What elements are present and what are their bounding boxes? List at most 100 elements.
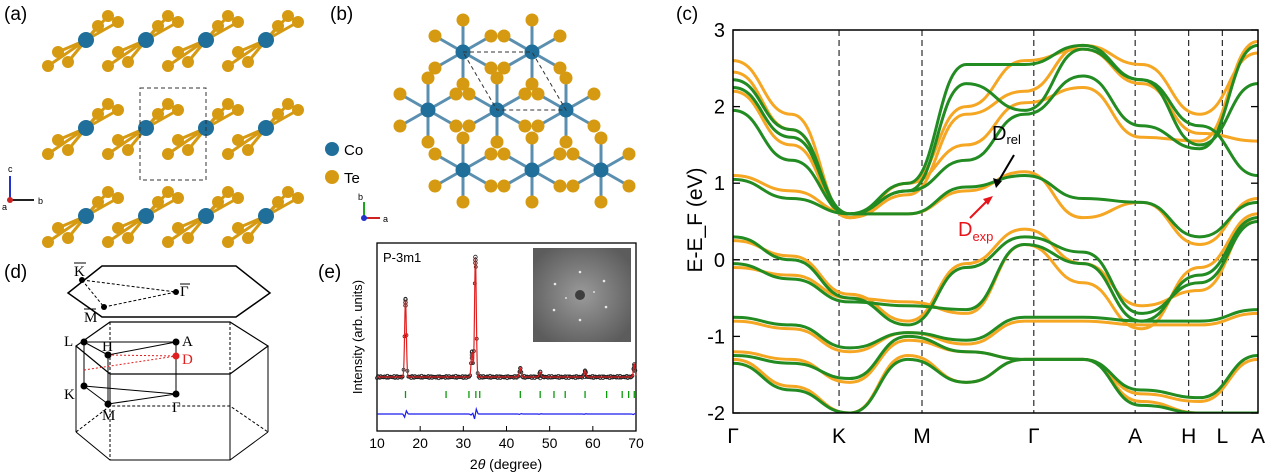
band-ytick-label: -2 <box>707 403 725 425</box>
band-green <box>733 47 1258 216</box>
axis-a-label-b: a <box>383 214 388 224</box>
te-atom <box>212 20 224 32</box>
te-atom <box>421 71 435 85</box>
te-atom <box>232 192 244 204</box>
kpath-label: Γ <box>727 425 739 448</box>
te-atom <box>594 131 608 145</box>
kpath-label: H <box>1181 425 1196 448</box>
te-atom <box>172 16 184 28</box>
band-green <box>733 43 1258 216</box>
te-atom <box>162 236 174 248</box>
te-atom <box>222 148 234 160</box>
co-atom <box>78 120 94 136</box>
te-atom <box>587 119 601 133</box>
d-exp-label: Dexp <box>958 219 993 244</box>
mbar-label: M <box>84 310 97 326</box>
co-atom <box>524 44 540 60</box>
te-atom <box>102 60 114 72</box>
te-atom <box>272 196 284 208</box>
kbar-label: K <box>74 264 85 280</box>
te-atom <box>456 195 470 209</box>
co-atom <box>420 102 436 118</box>
d-rel-label: Drel <box>992 123 1021 147</box>
xrd-xtick-label: 50 <box>542 435 558 451</box>
band-plot-frame <box>732 29 1259 414</box>
band-orange <box>733 212 1258 331</box>
te-atom <box>172 104 184 116</box>
xrd-xtick-label: 60 <box>585 435 601 451</box>
band-ytick-label: 3 <box>714 20 725 42</box>
te-atom <box>102 10 114 22</box>
te-atom <box>497 61 511 75</box>
surface-bz-hexagon <box>66 265 272 318</box>
te-atom <box>102 236 114 248</box>
te-atom <box>566 147 580 161</box>
axis-c-label: c <box>8 164 13 174</box>
te-atom <box>162 186 174 198</box>
panel-d-label: (d) <box>4 262 28 283</box>
xrd-peak-point <box>632 368 637 373</box>
te-atom <box>456 131 470 145</box>
te-atom <box>112 104 124 116</box>
te-atom <box>222 98 234 110</box>
te-atom <box>62 232 74 244</box>
axis-triad-b: b a <box>358 192 388 224</box>
co-atom <box>258 120 274 136</box>
te-atom <box>525 131 539 145</box>
space-group-label: P-3m1 <box>383 250 421 265</box>
kpath-label: Γ <box>1028 425 1040 448</box>
te-atom <box>292 16 304 28</box>
te-atom <box>112 222 124 234</box>
te-atom <box>622 179 636 193</box>
kpath-label: K <box>832 425 846 448</box>
unit-cell-box <box>139 87 207 181</box>
kpath-label: A <box>1251 425 1265 448</box>
point-l-label: L <box>64 334 73 350</box>
te-atom <box>242 232 254 244</box>
te-atom <box>222 60 234 72</box>
te-atom <box>525 77 539 91</box>
te-atom <box>112 16 124 28</box>
te-atom <box>282 10 294 22</box>
legend-te-label: Te <box>344 170 360 187</box>
co-atom <box>524 162 540 178</box>
co-atom <box>593 162 609 178</box>
unit-cell-rhombus <box>462 51 567 111</box>
te-atom <box>102 98 114 110</box>
te-atom <box>449 119 463 133</box>
te-atom <box>393 87 407 101</box>
te-atom <box>182 144 194 156</box>
band-ytick-label: -1 <box>707 326 725 348</box>
legend-te: Te <box>325 170 360 187</box>
te-atom <box>421 135 435 149</box>
axis-b-label: b <box>38 196 43 206</box>
point-m-label: M <box>102 408 115 424</box>
xrd-xtick-label: 40 <box>499 435 515 451</box>
te-atom <box>292 104 304 116</box>
te-atom <box>222 236 234 248</box>
te-atom <box>152 108 164 120</box>
te-atom <box>182 56 194 68</box>
te-atom <box>162 10 174 22</box>
te-atom <box>518 87 532 101</box>
te-atom <box>484 61 498 75</box>
te-atom <box>484 147 498 161</box>
te-atom <box>594 195 608 209</box>
te-atom <box>122 144 134 156</box>
band-green <box>733 308 1258 350</box>
legend-co: Co <box>325 142 363 159</box>
xrd-ylabel: Intensity (arb. units) <box>350 280 365 394</box>
te-atom <box>62 56 74 68</box>
te-atom <box>282 186 294 198</box>
panel-e-label: (e) <box>318 262 342 283</box>
te-atom <box>102 148 114 160</box>
te-atom <box>112 192 124 204</box>
co-atom <box>138 208 154 224</box>
co-atom <box>138 120 154 136</box>
annotation-d-exp: Dexp <box>958 196 993 244</box>
panel-a-crystal-side-view: c a b <box>2 10 304 248</box>
xrd-xlabel: 2θ (degree) <box>470 456 542 472</box>
xrd-fit-curve <box>377 256 637 378</box>
te-atom <box>222 186 234 198</box>
band-ytick-label: 2 <box>714 97 725 119</box>
